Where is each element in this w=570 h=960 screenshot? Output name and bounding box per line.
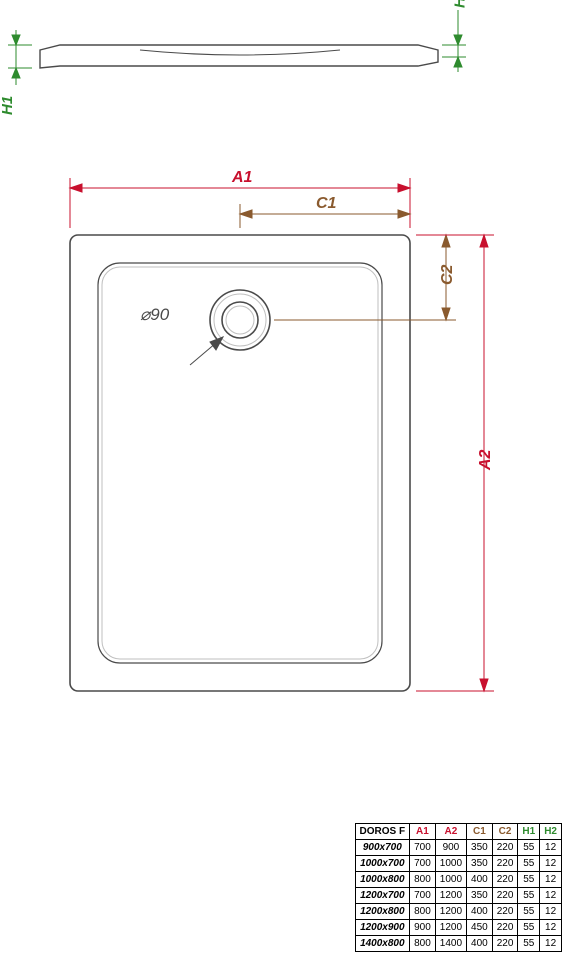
table-row-name: 1000x800 — [355, 872, 410, 888]
table-cell: 220 — [492, 888, 518, 904]
table-row-name: 1400x800 — [355, 936, 410, 952]
table-cell: 700 — [410, 888, 436, 904]
table-cell: 1200 — [435, 904, 466, 920]
table-cell: 12 — [540, 840, 562, 856]
table-row: 900x7007009003502205512 — [355, 840, 561, 856]
table-cell: 220 — [492, 840, 518, 856]
table-cell: 220 — [492, 936, 518, 952]
table-cell: 12 — [540, 872, 562, 888]
table-cell: 1000 — [435, 856, 466, 872]
table-title: DOROS F — [355, 824, 410, 840]
dim-label-c1: C1 — [316, 195, 337, 212]
table-col-h1: H1 — [518, 824, 540, 840]
table-row-name: 1200x700 — [355, 888, 410, 904]
table-row: 1400x80080014004002205512 — [355, 936, 561, 952]
table-col-a1: A1 — [410, 824, 436, 840]
table-cell: 55 — [518, 920, 540, 936]
table-cell: 800 — [410, 872, 436, 888]
table-cell: 55 — [518, 888, 540, 904]
table-cell: 400 — [467, 872, 493, 888]
table-col-h2: H2 — [540, 824, 562, 840]
table-row-name: 1200x900 — [355, 920, 410, 936]
dim-label-h2: H2 — [451, 0, 468, 8]
table-cell: 800 — [410, 904, 436, 920]
table-cell: 55 — [518, 904, 540, 920]
side-profile-drawing: H1 H2 — [0, 0, 570, 140]
top-plan-drawing: A1 C1 ⌀90 C2 A2 — [0, 140, 570, 860]
table-row: 1000x80080010004002205512 — [355, 872, 561, 888]
table-cell: 1200 — [435, 888, 466, 904]
diameter-label: ⌀90 — [140, 305, 170, 324]
table-cell: 220 — [492, 856, 518, 872]
table-cell: 55 — [518, 872, 540, 888]
table-cell: 220 — [492, 904, 518, 920]
table-col-a2: A2 — [435, 824, 466, 840]
table-cell: 400 — [467, 936, 493, 952]
dimensions-table: DOROS FA1A2C1C2H1H2900x70070090035022055… — [355, 823, 562, 952]
dim-label-c2: C2 — [439, 264, 456, 285]
table-cell: 12 — [540, 920, 562, 936]
table-cell: 350 — [467, 856, 493, 872]
table-cell: 350 — [467, 840, 493, 856]
table-cell: 55 — [518, 936, 540, 952]
table-row-name: 1000x700 — [355, 856, 410, 872]
dim-label-h1: H1 — [0, 96, 16, 115]
table-row: 1200x90090012004502205512 — [355, 920, 561, 936]
tray-outer — [70, 235, 410, 691]
table-cell: 55 — [518, 856, 540, 872]
dim-label-a2: A2 — [477, 449, 494, 471]
table-row: 1200x70070012003502205512 — [355, 888, 561, 904]
table-row: 1200x80080012004002205512 — [355, 904, 561, 920]
table-row-name: 900x700 — [355, 840, 410, 856]
table-cell: 350 — [467, 888, 493, 904]
table-cell: 1200 — [435, 920, 466, 936]
table-cell: 12 — [540, 936, 562, 952]
table-cell: 900 — [410, 920, 436, 936]
table-cell: 700 — [410, 856, 436, 872]
table-cell: 700 — [410, 840, 436, 856]
table-cell: 220 — [492, 872, 518, 888]
table-cell: 900 — [435, 840, 466, 856]
table-row-name: 1200x800 — [355, 904, 410, 920]
table-cell: 1400 — [435, 936, 466, 952]
table-col-c2: C2 — [492, 824, 518, 840]
table-cell: 12 — [540, 904, 562, 920]
table-col-c1: C1 — [467, 824, 493, 840]
table-cell: 400 — [467, 904, 493, 920]
table-cell: 12 — [540, 888, 562, 904]
table-cell: 55 — [518, 840, 540, 856]
table-cell: 450 — [467, 920, 493, 936]
table-row: 1000x70070010003502205512 — [355, 856, 561, 872]
dim-label-a1: A1 — [231, 169, 253, 186]
table-cell: 12 — [540, 856, 562, 872]
table-cell: 1000 — [435, 872, 466, 888]
table-cell: 220 — [492, 920, 518, 936]
table-cell: 800 — [410, 936, 436, 952]
